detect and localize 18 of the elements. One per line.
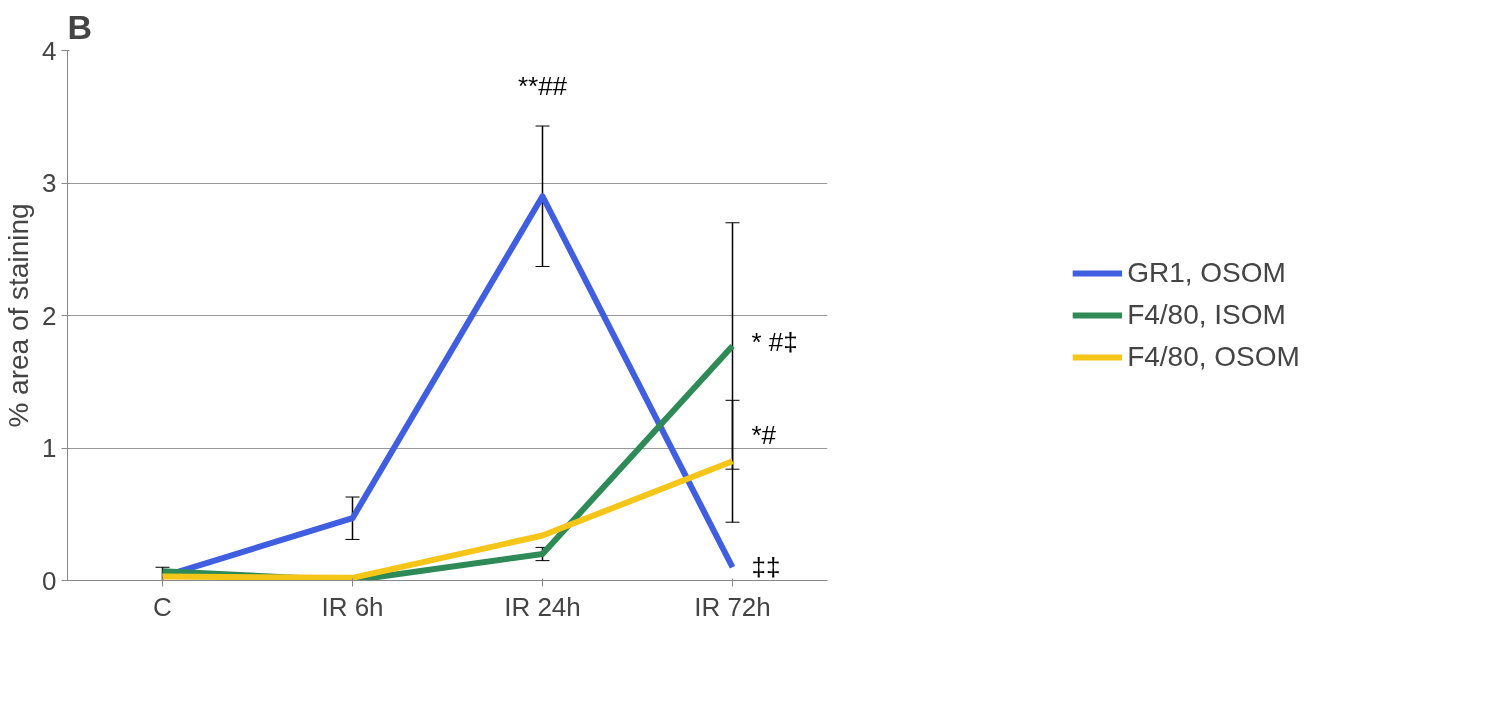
legend-label: F4/80, OSOM bbox=[1127, 341, 1300, 373]
x-tick-label: C bbox=[153, 591, 172, 622]
annotation: *# bbox=[751, 419, 777, 450]
y-tick-label: 0 bbox=[42, 565, 57, 596]
y-tick-label: 1 bbox=[42, 433, 57, 463]
y-tick-label: 3 bbox=[42, 168, 57, 198]
annotation: ‡‡ bbox=[751, 552, 781, 583]
annotation: **## bbox=[517, 71, 568, 102]
x-tick-label: IR 6h bbox=[321, 591, 384, 622]
y-axis-title: % area of staining bbox=[3, 203, 35, 428]
legend-label: F4/80, ISOM bbox=[1127, 299, 1286, 331]
y-tick-label: 2 bbox=[42, 300, 57, 331]
y-tick-label: 4 bbox=[42, 35, 57, 66]
chart-title: B bbox=[67, 7, 93, 46]
legend-label: GR1, OSOM bbox=[1127, 257, 1286, 289]
annotation: * #‡ bbox=[751, 327, 798, 357]
x-tick-label: IR 24h bbox=[504, 591, 581, 622]
x-tick-label: IR 72h bbox=[694, 591, 771, 622]
